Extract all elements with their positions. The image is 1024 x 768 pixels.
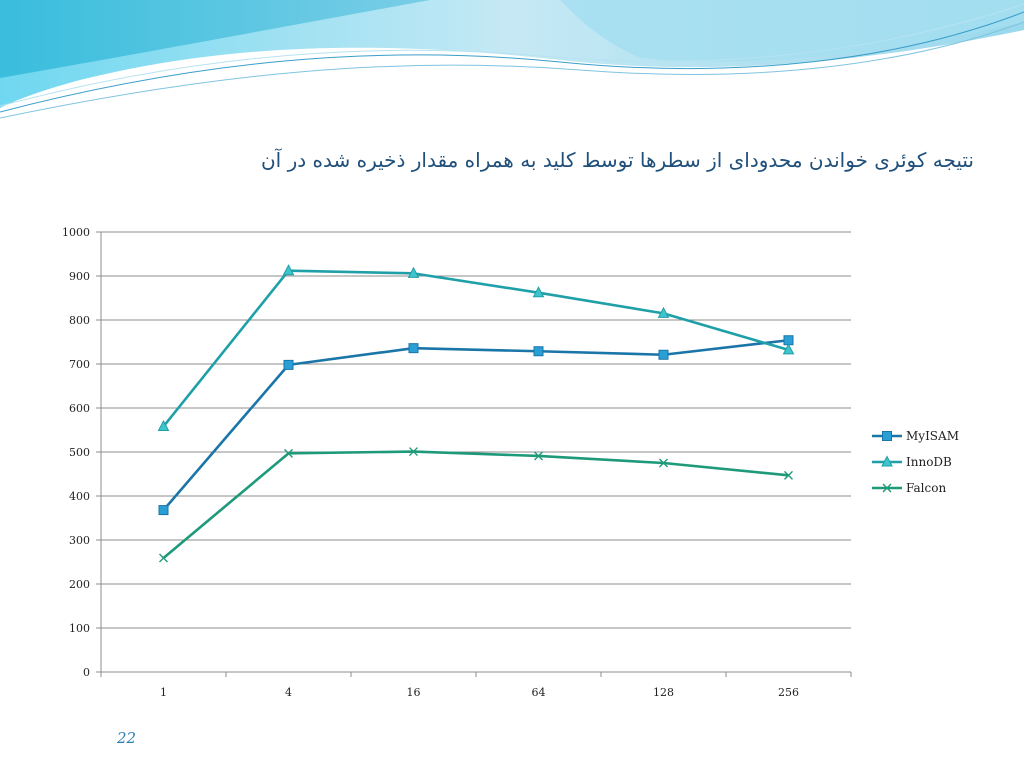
line-chart: 0 100 200 300 400 500 600 700 800 900 1000 1 4 16 64 12… — [62, 226, 959, 699]
data-point-innodb — [157, 419, 170, 431]
legend-label-innodb: InnoDB — [906, 455, 952, 469]
legend-marker-falcon — [882, 483, 892, 493]
series-line-myisam — [162, 338, 789, 511]
x-tick-label: 4 — [285, 686, 292, 699]
y-tick-label: 200 — [69, 578, 90, 591]
legend-marker-innodb — [881, 455, 893, 467]
legend-marker-myisam — [882, 431, 892, 441]
y-tick-label: 900 — [69, 270, 90, 283]
y-tick-label: 100 — [69, 622, 90, 635]
y-tick-label: 700 — [69, 358, 90, 371]
data-point-myisam — [158, 505, 169, 516]
y-tick-label: 500 — [69, 446, 90, 459]
series-line-falcon — [162, 450, 789, 560]
y-tick-label: 400 — [69, 490, 90, 503]
data-point-falcon — [784, 470, 793, 480]
header-wave-decoration — [0, 0, 1024, 119]
y-tick-label: 800 — [69, 314, 90, 327]
slide-title: نتیجه کوئری خواندن محدودای از سطرها توسط… — [260, 148, 974, 172]
data-point-innodb — [282, 264, 295, 276]
data-point-falcon — [534, 451, 543, 461]
data-point-falcon — [659, 458, 668, 468]
data-point-falcon — [284, 448, 293, 458]
y-tick-label: 0 — [83, 666, 90, 679]
x-tick-label: 256 — [778, 686, 799, 699]
x-tick-label: 128 — [653, 686, 674, 699]
data-point-falcon — [159, 553, 168, 563]
x-tick-label: 16 — [407, 686, 421, 699]
data-point-innodb — [532, 286, 545, 298]
data-point-myisam — [533, 346, 544, 357]
data-point-myisam — [408, 343, 419, 354]
y-tick-label: 600 — [69, 402, 90, 415]
data-point-myisam — [283, 359, 294, 370]
data-point-innodb — [657, 306, 670, 318]
y-tick-label: 1000 — [62, 226, 90, 239]
page-number: 22 — [117, 729, 137, 747]
series-line-innodb — [162, 269, 789, 428]
legend-label-myisam: MyISAM — [906, 429, 959, 443]
legend-label-falcon: Falcon — [906, 481, 946, 495]
data-point-innodb — [782, 343, 795, 355]
data-point-innodb — [407, 266, 420, 278]
y-tick-label: 300 — [69, 534, 90, 547]
x-tick-label: 64 — [532, 686, 546, 699]
data-point-falcon — [409, 447, 418, 457]
data-point-myisam — [658, 349, 669, 360]
x-tick-label: 1 — [160, 686, 167, 699]
